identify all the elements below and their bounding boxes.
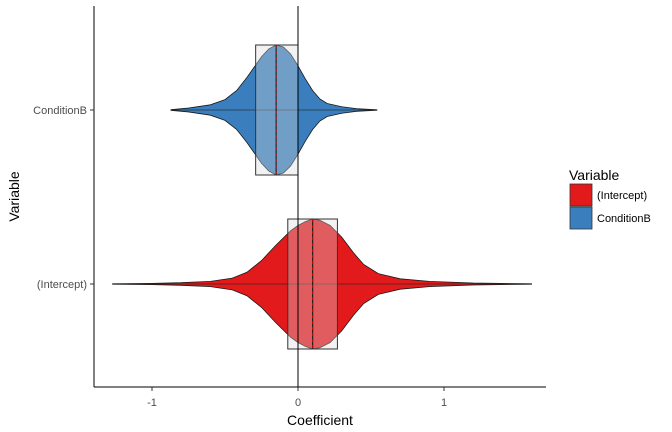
legend-swatch bbox=[569, 183, 593, 207]
series-intercept bbox=[112, 218, 532, 350]
legend-items: (Intercept) ConditionB bbox=[569, 183, 651, 230]
y-axis-ticks: ConditionB (Intercept) bbox=[33, 105, 94, 291]
legend-label: (Intercept) bbox=[597, 190, 647, 202]
x-tick-label: -1 bbox=[147, 397, 157, 409]
y-tick-label: ConditionB bbox=[33, 105, 87, 117]
x-tick-label: 0 bbox=[295, 397, 301, 409]
series-conditionb bbox=[170, 44, 378, 176]
y-axis-title: Variable bbox=[6, 171, 22, 222]
y-tick-label: (Intercept) bbox=[37, 279, 87, 291]
x-axis-title: Coefficient bbox=[287, 412, 353, 428]
legend-title: Variable bbox=[569, 167, 620, 183]
x-tick-label: 1 bbox=[441, 397, 447, 409]
x-axis-ticks: -1 0 1 bbox=[147, 387, 447, 409]
legend: Variable (Intercept) ConditionB bbox=[569, 167, 651, 230]
plot-area bbox=[112, 6, 532, 387]
legend-label: ConditionB bbox=[597, 213, 651, 225]
legend-swatch bbox=[569, 206, 593, 230]
iqr-box-conditionb bbox=[255, 44, 299, 176]
